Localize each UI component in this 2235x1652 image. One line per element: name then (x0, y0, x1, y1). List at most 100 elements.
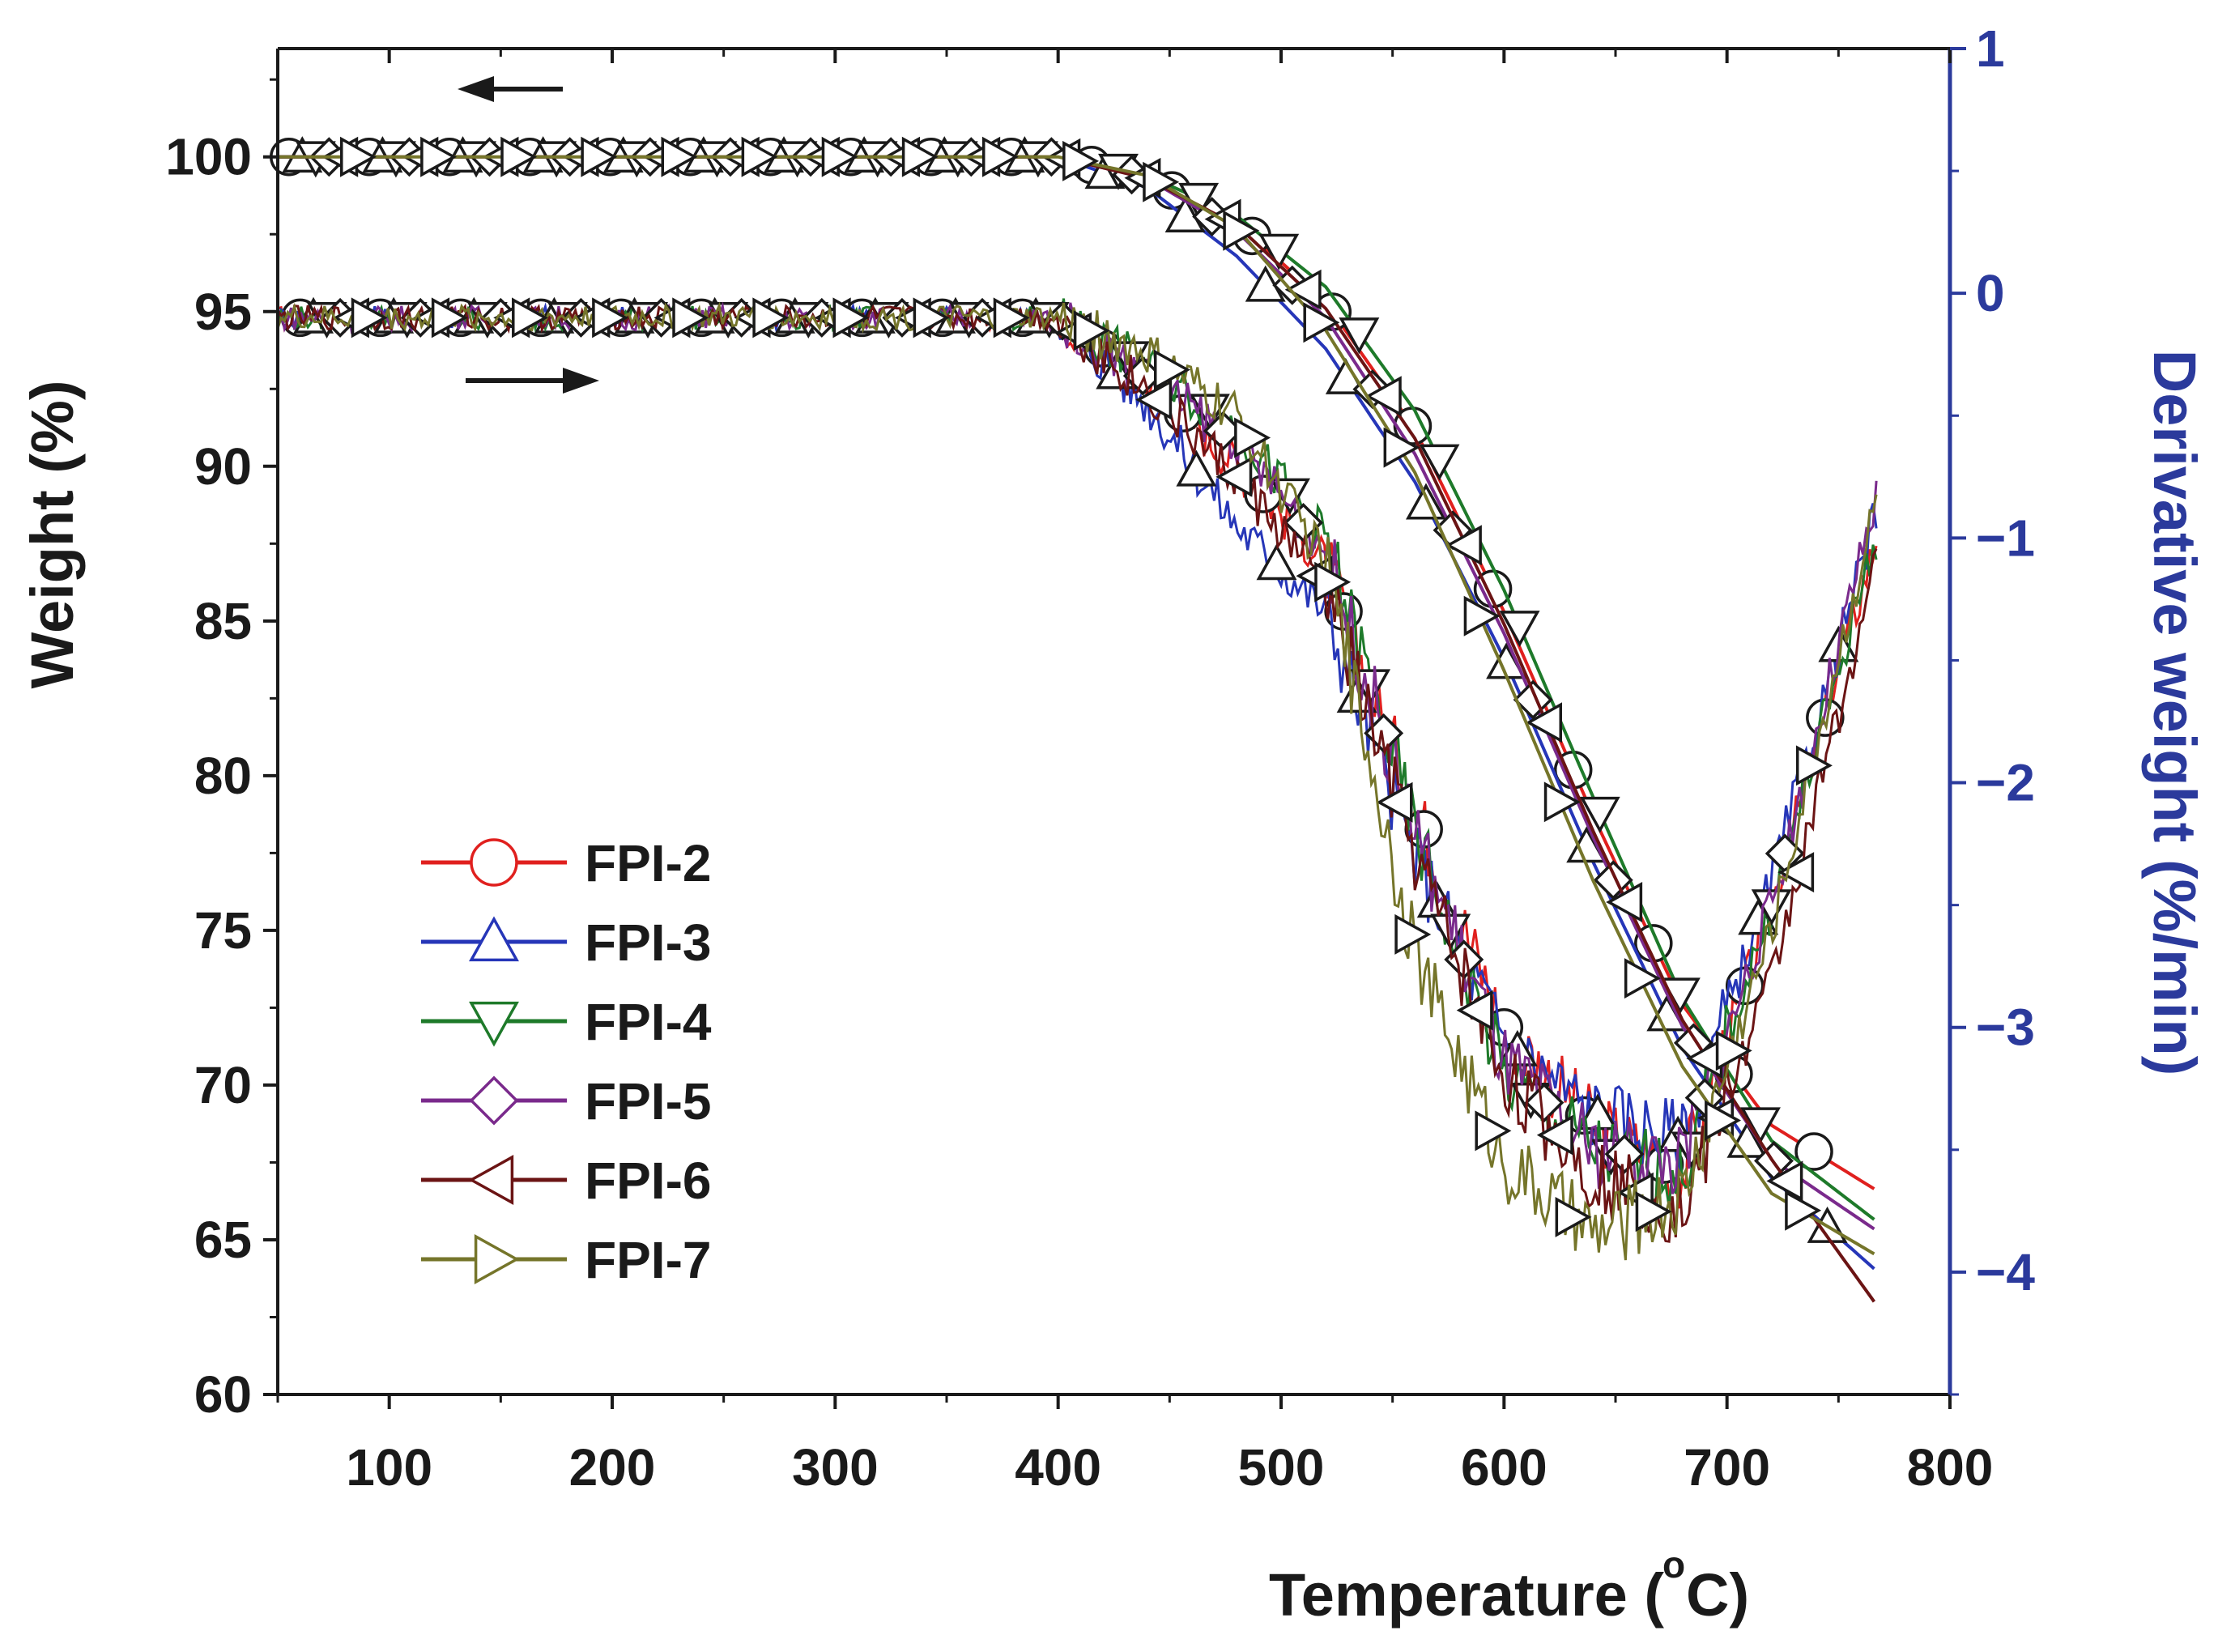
data-marker (592, 297, 629, 338)
x-axis-title-main: Temperature ( (1269, 1561, 1664, 1629)
y2-tick-label: −2 (1976, 754, 2035, 812)
data-marker (832, 297, 870, 338)
data-marker (469, 916, 519, 962)
data-marker (1739, 1107, 1781, 1144)
legend-item: FPI-3 (421, 913, 711, 972)
y-axis-title: Weight (%) (19, 381, 86, 689)
y-tick-label: 85 (194, 592, 252, 650)
data-marker (581, 136, 618, 177)
data-marker (1624, 958, 1661, 999)
data-marker (474, 1234, 520, 1284)
data-marker (1270, 478, 1310, 515)
legend-item: FPI-6 (421, 1152, 711, 1210)
y-tick-label: 90 (194, 437, 252, 496)
legend-item: FPI-7 (421, 1231, 711, 1289)
right-arrow-head (563, 368, 599, 394)
data-marker (1176, 449, 1217, 487)
data-marker (913, 297, 950, 338)
data-marker (901, 136, 939, 177)
data-marker (1715, 1030, 1752, 1071)
data-marker (993, 297, 1030, 338)
data-marker (1543, 781, 1581, 823)
data-marker (1383, 427, 1420, 468)
data-marker (1314, 561, 1352, 602)
x-tick-label: 400 (1015, 1438, 1101, 1497)
data-marker (1073, 310, 1110, 351)
data-marker (1405, 483, 1446, 520)
data-marker (1135, 379, 1173, 420)
data-marker (469, 1075, 519, 1126)
y-tick-label: 80 (194, 747, 252, 805)
data-marker (469, 1001, 519, 1047)
data-marker (1795, 745, 1833, 786)
data-marker (1303, 302, 1340, 343)
data-marker (340, 136, 377, 177)
data-marker (431, 297, 468, 338)
data-marker (1777, 852, 1815, 893)
x-tick-label: 300 (792, 1438, 879, 1497)
data-marker (1284, 269, 1322, 310)
y2-axis-title: Derivative weight (%/min) (2141, 350, 2208, 1075)
data-marker (1524, 1083, 1564, 1123)
data-marker (1376, 781, 1413, 823)
data-marker (821, 136, 858, 177)
y-tick-label: 60 (194, 1365, 252, 1424)
data-marker (1394, 913, 1432, 955)
data-marker (1143, 161, 1180, 202)
data-marker (1593, 860, 1633, 901)
y2-tick-label: 1 (1976, 19, 2005, 78)
tick-labels-group: 100 200 300 400 500 600 700 800 60 65 70 75 80 85 90 95… (165, 19, 2035, 1497)
data-marker (512, 297, 548, 338)
data-marker (672, 297, 709, 338)
data-marker (1536, 1114, 1573, 1156)
data-marker (1456, 990, 1493, 1031)
x-axis-title-degree: o (1662, 1543, 1685, 1586)
data-marker (1606, 882, 1643, 923)
y-tick-label: 70 (194, 1056, 252, 1114)
x-axis-title-unit: C) (1686, 1561, 1749, 1629)
data-marker (1223, 210, 1260, 251)
y-tick-label: 100 (165, 128, 252, 186)
data-marker (1499, 611, 1540, 648)
data-marker (468, 1155, 514, 1205)
legend-label: FPI-4 (585, 993, 712, 1051)
legend-label: FPI-3 (585, 913, 711, 972)
data-marker (1256, 543, 1297, 581)
data-marker (1339, 317, 1380, 355)
legend-item: FPI-4 (421, 993, 712, 1051)
data-marker (1364, 376, 1402, 417)
data-marker (1794, 1132, 1833, 1171)
x-tick-label: 800 (1907, 1438, 1994, 1497)
data-marker (1445, 525, 1482, 566)
legend-label: FPI-7 (585, 1231, 711, 1289)
y-tick-label: 95 (194, 283, 252, 341)
data-marker (1635, 1191, 1672, 1233)
data-marker (500, 136, 538, 177)
y2-tick-label: 0 (1976, 264, 2005, 322)
data-marker (1234, 417, 1271, 458)
data-marker (661, 136, 698, 177)
data-marker (1215, 456, 1253, 497)
y2-tick-label: −4 (1976, 1243, 2035, 1301)
data-marker (1463, 595, 1501, 637)
data-marker (1062, 140, 1100, 181)
data-marker (351, 297, 388, 338)
data-marker (1153, 349, 1190, 390)
axes-group (263, 47, 1966, 1409)
x-tick-label: 200 (569, 1438, 656, 1497)
data-marker (1475, 1110, 1512, 1152)
legend-label: FPI-5 (585, 1072, 711, 1130)
legend-item: FPI-5 (421, 1072, 711, 1130)
y-tick-label: 65 (194, 1211, 252, 1269)
y2-tick-label: −3 (1976, 998, 2035, 1057)
data-marker (470, 838, 518, 887)
legend: FPI-2 FPI-3 FPI-4 FPI-5 FPI-6 FPI-7 (421, 834, 712, 1289)
x-tick-label: 500 (1238, 1438, 1325, 1497)
legend-label: FPI-2 (585, 834, 711, 892)
data-marker (752, 297, 790, 338)
left-arrow-head (458, 76, 494, 102)
data-marker (1419, 444, 1460, 481)
data-marker (1555, 1196, 1592, 1237)
data-marker (1579, 796, 1620, 833)
